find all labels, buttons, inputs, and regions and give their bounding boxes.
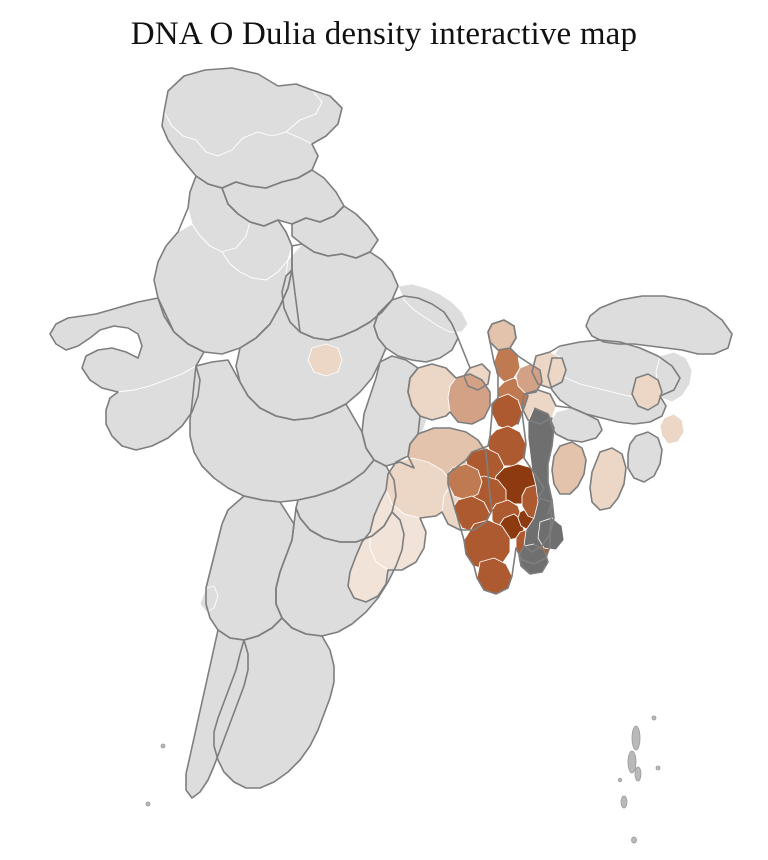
state-border-manipur [628,432,662,482]
state-border-tamil-nadu [214,618,334,788]
state-border-arunachal [586,296,732,354]
andaman-middle-island[interactable] [628,751,636,773]
state-border-mizoram [590,448,626,510]
andaman-islet-west[interactable] [618,778,622,782]
region-mizoram[interactable] [590,448,626,510]
andaman-islet-east[interactable] [656,766,660,770]
district-layer-nodata-grey [50,68,732,798]
car-nicobar-island[interactable] [632,837,637,843]
region-goa[interactable] [200,586,218,612]
state-border-tripura [552,442,586,494]
state-border-assam [532,340,680,424]
state-border-jharkhand [408,364,490,424]
lakshadweep-island-south[interactable] [146,802,150,806]
andaman-islet-north[interactable] [652,716,656,720]
state-border-nagaland [632,374,662,410]
district-layer-low-values [308,320,684,602]
page-title: DNA O Dulia density interactive map [130,16,638,52]
state-border-sikkim [488,320,516,350]
island-layer [146,716,660,856]
region-north-plains-filler[interactable] [398,284,468,332]
region-ne-small-patch[interactable] [660,414,684,444]
region-up-east-isolated-district[interactable] [308,344,342,376]
little-andaman-island[interactable] [621,796,627,808]
state-border-layer [50,68,732,798]
andaman-south-island[interactable] [635,767,641,781]
map-canvas[interactable] [0,56,768,856]
state-border-kerala [186,630,248,798]
state-border-west-bengal [448,320,552,594]
lakshadweep-island-north[interactable] [161,744,165,748]
andaman-north-island[interactable] [632,726,640,750]
country-border-bangladesh-mask [519,408,554,574]
india-choropleth-svg[interactable] [0,56,768,856]
state-border-odisha [348,428,492,602]
state-border-meghalaya [522,390,602,442]
state-border-bihar [374,296,490,390]
